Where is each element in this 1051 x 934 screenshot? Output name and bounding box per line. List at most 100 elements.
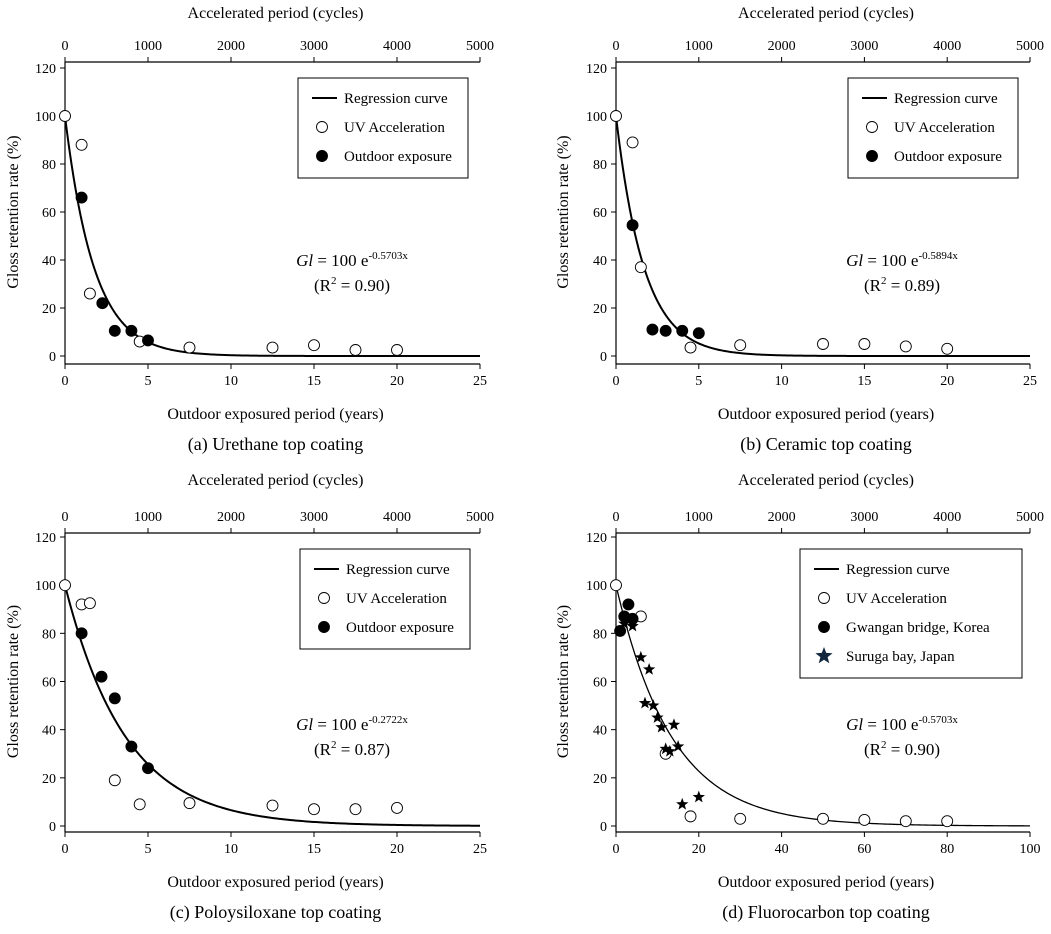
data-point	[183, 341, 196, 354]
r2-sup: 2	[331, 739, 337, 751]
axes: 0 20 40 60 80 100 120 0 5 10 15 20 25 0 1000 2000 3000 40…	[5, 5, 494, 455]
equation: Gl = 100 e-0.5703x	[846, 714, 958, 734]
y-tick-label: 60	[42, 676, 56, 691]
x2-axis-label: Accelerated period (cycles)	[188, 472, 364, 489]
legend-marker	[818, 592, 830, 604]
y-tick-label: 20	[593, 302, 607, 317]
legend-label: Outdoor exposure	[344, 149, 452, 165]
data-point	[308, 339, 320, 352]
x-tick-label: 20	[390, 842, 404, 857]
legend-marker	[818, 621, 830, 633]
data-point	[125, 740, 138, 753]
y-tick-label: 60	[593, 206, 607, 221]
y-tick-label: 120	[35, 62, 56, 77]
data-point	[83, 287, 96, 300]
legend-label: UV Acceleration	[344, 120, 445, 136]
equation: Gl = 100 e-0.5703x	[296, 250, 408, 270]
x2-tick-label: 1000	[134, 39, 162, 54]
x-tick-label: 40	[775, 842, 789, 857]
r2-close: = 0.87)	[337, 740, 391, 759]
x-tick-label: 100	[1020, 842, 1041, 857]
x2-tick-label: 3000	[850, 510, 878, 525]
y-tick-label: 120	[586, 531, 607, 546]
equation-exponent: -0.5703x	[368, 250, 408, 262]
data-point	[266, 341, 279, 354]
r-squared: (R2 = 0.90)	[864, 739, 940, 759]
data-point	[391, 344, 403, 356]
x-tick-label: 20	[692, 842, 706, 857]
x-tick-label: 0	[613, 842, 620, 857]
x2-tick-label: 2000	[217, 39, 245, 54]
data-point	[941, 815, 954, 828]
series-star	[618, 612, 705, 810]
r-squared: (R2 = 0.89)	[864, 275, 940, 295]
series-filled-circle	[75, 627, 154, 775]
x-tick-label: 0	[62, 842, 69, 857]
data-point	[618, 617, 631, 629]
panel-caption: (c) Poloysiloxane top coating	[170, 902, 381, 923]
x-tick-label: 0	[613, 374, 620, 389]
x2-tick-label: 3000	[300, 510, 328, 525]
data-point	[391, 801, 403, 814]
y-tick-label: 40	[593, 254, 607, 269]
y-tick-label: 20	[42, 772, 56, 787]
x-tick-label: 80	[940, 842, 954, 857]
x-tick-label: 10	[224, 842, 238, 857]
x-tick-label: 20	[390, 374, 404, 389]
y-tick-label: 40	[42, 724, 56, 739]
x2-tick-label: 4000	[933, 39, 961, 54]
r-squared: (R2 = 0.90)	[314, 275, 390, 295]
y-axis-label: Gloss retention rate (%)	[5, 605, 22, 758]
data-point	[663, 744, 676, 757]
y-tick-label: 0	[49, 820, 56, 835]
r2-open: (R	[864, 276, 882, 295]
x2-tick-label: 4000	[383, 510, 411, 525]
chart-b: 0 20 40 60 80 100 120 0 5 10 15 20 25 0 1000 2000 3000 40…	[555, 5, 1044, 455]
equation-exponent: -0.2722x	[368, 714, 408, 726]
legend-marker	[866, 150, 878, 162]
data-point	[614, 624, 627, 637]
panel-c: 0 20 40 60 80 100 120 0 5 10 15 20 25 0 1000 2000 3000 40…	[0, 467, 525, 934]
data-point	[671, 740, 685, 752]
x2-tick-label: 4000	[383, 39, 411, 54]
data-point	[659, 742, 672, 755]
y-tick-label: 80	[42, 627, 56, 642]
equation-mid: = 100 e	[863, 251, 918, 270]
y-tick-label: 0	[600, 350, 607, 365]
x2-tick-label: 1000	[685, 39, 713, 54]
r2-sup: 2	[331, 275, 337, 287]
data-point	[899, 340, 912, 353]
panel-caption: (d) Fluorocarbon top coating	[722, 902, 929, 923]
legend-marker	[866, 121, 878, 133]
panel-d: 0 20 40 60 80 100 120 0 20 40 60 80 100 0 1000 2000 3000…	[550, 467, 1051, 934]
chart-c: 0 20 40 60 80 100 120 0 5 10 15 20 25 0 1000 2000 3000 40…	[5, 472, 494, 923]
r2-close: = 0.90)	[337, 276, 391, 295]
legend: Regression curve UV Acceleration Outdoor e…	[847, 77, 1019, 179]
r2-open: (R	[864, 740, 882, 759]
y-axis-label: Gloss retention rate (%)	[5, 135, 22, 288]
legend-label: UV Acceleration	[346, 591, 447, 607]
data-point	[59, 110, 71, 122]
x2-tick-label: 3000	[850, 39, 878, 54]
data-point	[646, 323, 659, 336]
x2-tick-label: 5000	[1016, 510, 1044, 525]
y-tick-label: 100	[586, 579, 607, 594]
y-tick-label: 40	[593, 724, 607, 739]
x2-tick-label: 1000	[134, 510, 162, 525]
data-point	[655, 720, 668, 733]
x-tick-label: 20	[940, 374, 954, 389]
data-point	[692, 327, 705, 340]
series-open-circle	[610, 110, 954, 355]
y-tick-label: 20	[42, 302, 56, 317]
data-point	[622, 598, 635, 611]
r-squared: (R2 = 0.87)	[314, 739, 390, 759]
panel-b: 0 20 40 60 80 100 120 0 5 10 15 20 25 0 1000 2000 3000 40…	[550, 0, 1051, 467]
y-tick-label: 80	[593, 627, 607, 642]
equation: Gl = 100 e-0.5894x	[846, 250, 958, 270]
data-point	[642, 662, 656, 675]
equation-lhs: Gl	[846, 715, 863, 734]
data-point	[684, 341, 697, 354]
equation-lhs: Gl	[296, 251, 313, 270]
legend: Regression curve UV Acceleration Outdoor e…	[299, 548, 471, 650]
